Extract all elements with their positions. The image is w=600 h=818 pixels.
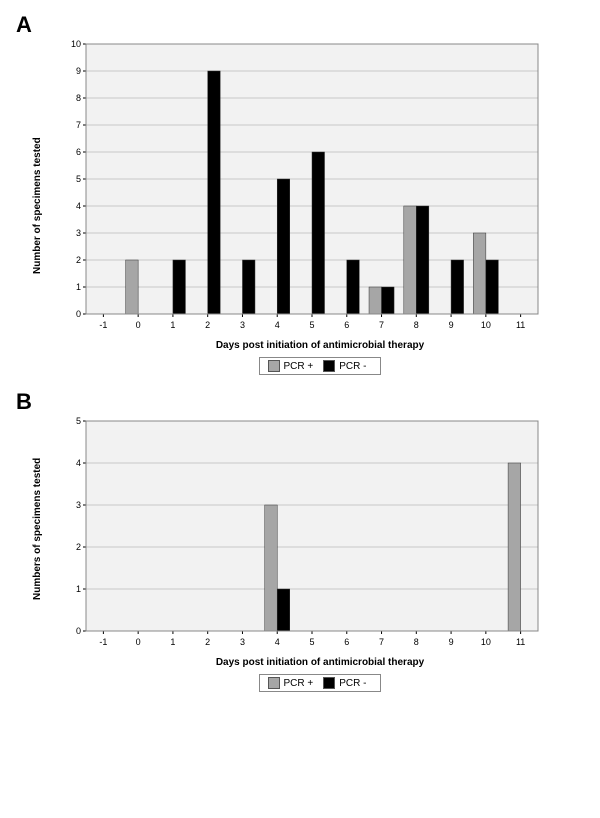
legend-label: PCR -: [339, 678, 366, 689]
svg-text:3: 3: [76, 228, 81, 238]
chart-b-legend: PCR + PCR -: [50, 674, 590, 694]
legend-label: PCR -: [339, 361, 366, 372]
legend-swatch: [323, 677, 335, 689]
svg-text:9: 9: [76, 66, 81, 76]
svg-text:2: 2: [205, 320, 210, 330]
bar: [277, 179, 290, 314]
svg-text:3: 3: [240, 637, 245, 647]
svg-text:9: 9: [449, 637, 454, 647]
svg-text:1: 1: [170, 637, 175, 647]
bar: [451, 260, 464, 314]
svg-text:1: 1: [76, 282, 81, 292]
svg-text:-1: -1: [99, 320, 107, 330]
bar: [312, 152, 325, 314]
svg-text:0: 0: [136, 320, 141, 330]
bar: [473, 233, 486, 314]
bar: [173, 260, 186, 314]
svg-text:8: 8: [76, 93, 81, 103]
svg-text:4: 4: [275, 637, 280, 647]
svg-text:6: 6: [76, 147, 81, 157]
bar: [347, 260, 360, 314]
svg-text:0: 0: [76, 626, 81, 636]
svg-text:5: 5: [76, 174, 81, 184]
svg-text:4: 4: [275, 320, 280, 330]
svg-text:8: 8: [414, 637, 419, 647]
bar: [404, 206, 417, 314]
chart-a-legend: PCR + PCR -: [50, 357, 590, 377]
bar: [382, 287, 395, 314]
svg-text:11: 11: [516, 637, 525, 647]
svg-text:7: 7: [76, 120, 81, 130]
chart-a-xlabel: Days post initiation of antimicrobial th…: [50, 340, 590, 351]
bar: [508, 463, 521, 631]
panel-a-label: A: [16, 12, 590, 38]
svg-text:3: 3: [240, 320, 245, 330]
svg-text:6: 6: [344, 320, 349, 330]
chart-b-xlabel: Days post initiation of antimicrobial th…: [50, 657, 590, 668]
legend-swatch: [323, 360, 335, 372]
legend-label: PCR +: [284, 678, 314, 689]
bar: [486, 260, 499, 314]
svg-text:1: 1: [170, 320, 175, 330]
svg-text:4: 4: [76, 458, 81, 468]
svg-text:0: 0: [76, 309, 81, 319]
chart-b-wrap: Numbers of specimens tested 012345-10123…: [50, 415, 590, 694]
svg-text:7: 7: [379, 320, 384, 330]
svg-text:6: 6: [344, 637, 349, 647]
svg-text:2: 2: [205, 637, 210, 647]
bar: [265, 505, 278, 631]
chart-a-wrap: Number of specimens tested 012345678910-…: [50, 38, 590, 377]
svg-text:10: 10: [71, 39, 81, 49]
svg-text:5: 5: [309, 637, 314, 647]
chart-a-ylabel: Number of specimens tested: [32, 137, 43, 274]
svg-text:5: 5: [76, 416, 81, 426]
chart-b: 0 1 2 3 4 5 -1 0 1 2 3 4 5 6 7 8 9 10 11: [50, 415, 550, 655]
svg-text:5: 5: [309, 320, 314, 330]
svg-text:3: 3: [76, 500, 81, 510]
svg-text:10: 10: [481, 637, 491, 647]
svg-text:1: 1: [76, 584, 81, 594]
bar: [208, 71, 221, 314]
bar: [416, 206, 429, 314]
bar: [277, 589, 290, 631]
panel-b-label: B: [16, 389, 590, 415]
chart-a: 0 1 2 3 4 5 6 7 8 9 10 -1 0 1 2 3 4 5 6 7 8 9 10 11: [50, 38, 550, 338]
svg-text:7: 7: [379, 637, 384, 647]
svg-text:2: 2: [76, 542, 81, 552]
bar: [126, 260, 139, 314]
legend-swatch: [268, 360, 280, 372]
svg-text:9: 9: [449, 320, 454, 330]
chart-b-ylabel: Numbers of specimens tested: [32, 457, 43, 599]
svg-text:10: 10: [481, 320, 491, 330]
bar: [369, 287, 382, 314]
bar: [242, 260, 255, 314]
svg-text:2: 2: [76, 255, 81, 265]
legend-swatch: [268, 677, 280, 689]
svg-text:11: 11: [516, 320, 525, 330]
legend-label: PCR +: [284, 361, 314, 372]
svg-text:8: 8: [414, 320, 419, 330]
svg-text:-1: -1: [99, 637, 107, 647]
svg-text:4: 4: [76, 201, 81, 211]
svg-text:0: 0: [136, 637, 141, 647]
